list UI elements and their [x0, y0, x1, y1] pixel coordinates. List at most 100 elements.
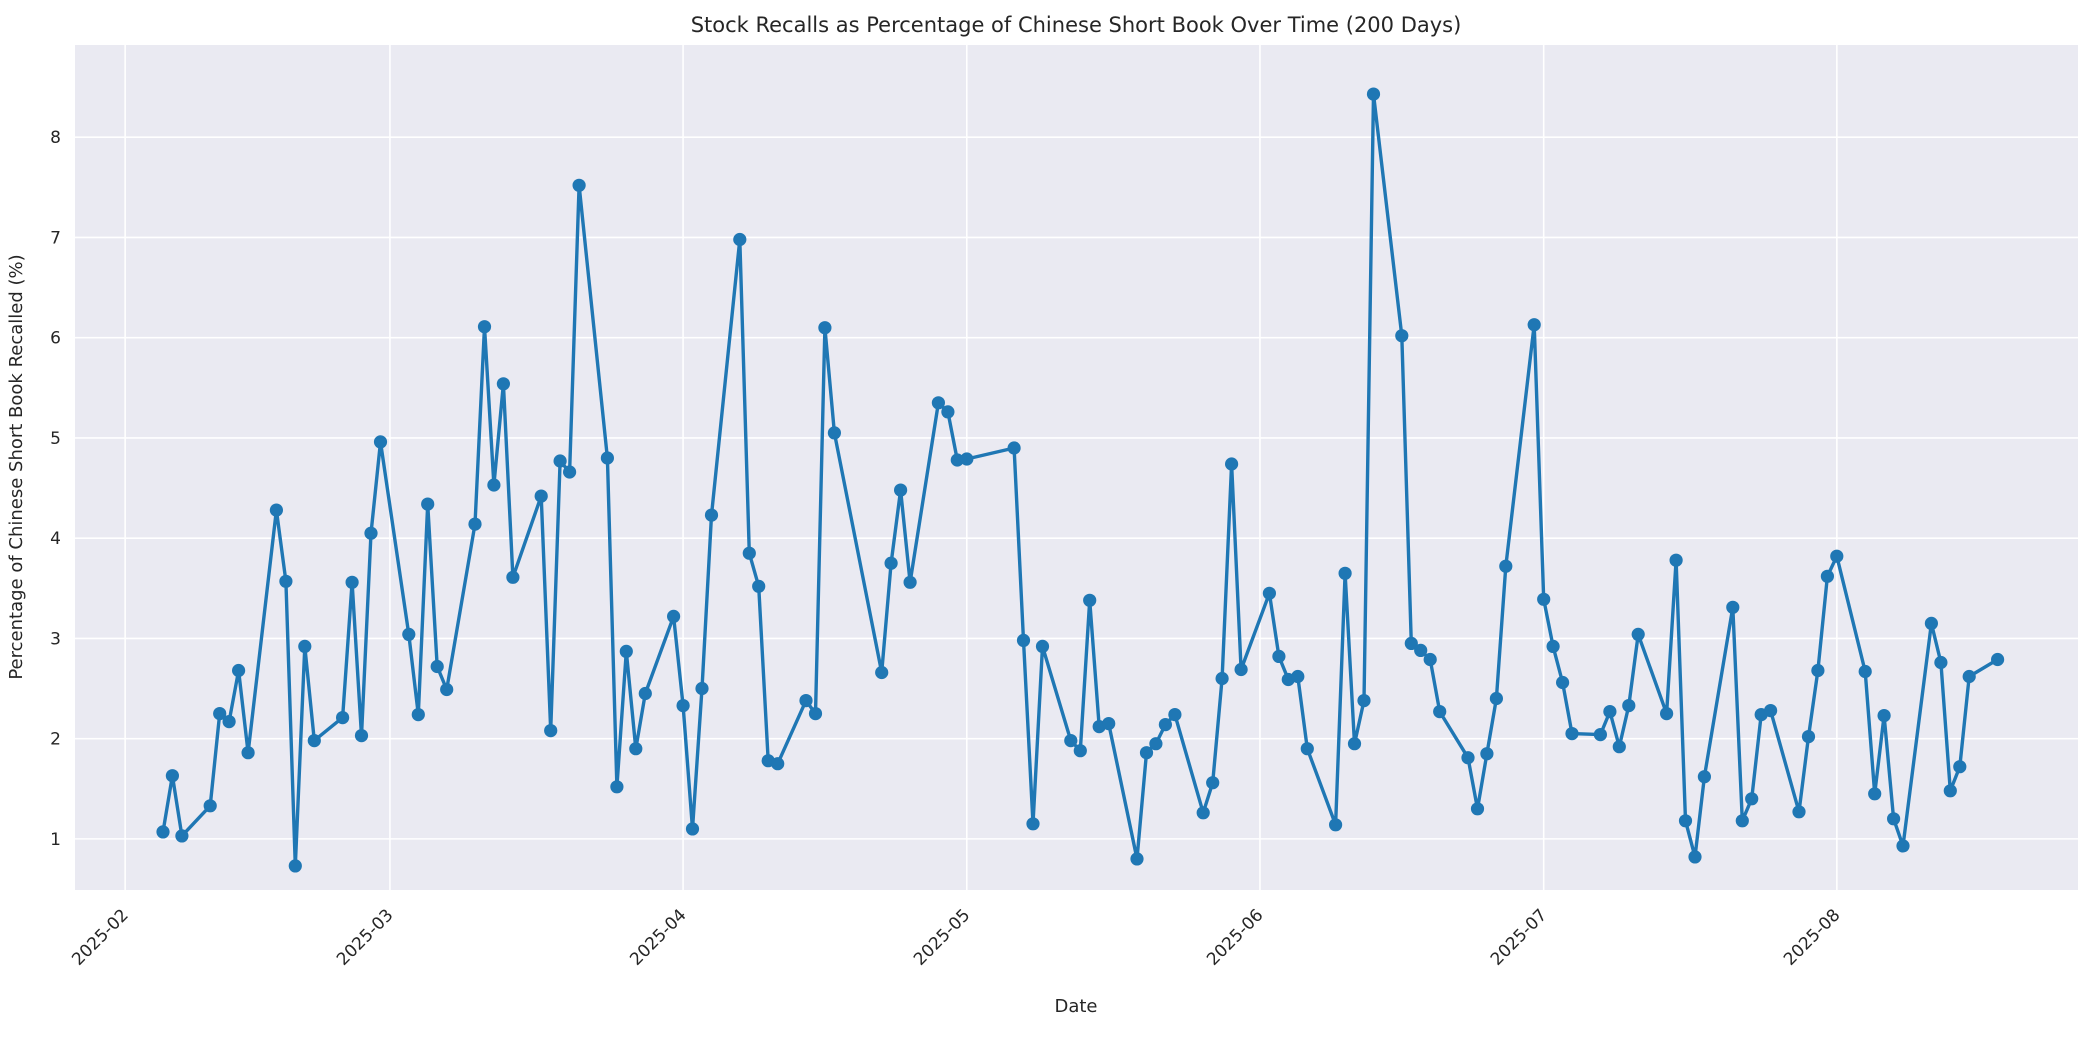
data-point-marker: [534, 489, 548, 503]
data-point-marker: [1830, 549, 1844, 563]
data-point-marker: [1300, 742, 1314, 756]
data-point-marker: [1792, 805, 1806, 819]
data-point-marker: [1688, 850, 1702, 864]
data-point-marker: [1357, 694, 1371, 708]
data-point-marker: [742, 546, 756, 560]
data-point-marker: [345, 575, 359, 589]
x-tick-label: 2025-03: [333, 905, 397, 969]
chart-title: Stock Recalls as Percentage of Chinese S…: [691, 13, 1462, 37]
data-point-marker: [553, 454, 567, 468]
data-point-marker: [364, 526, 378, 540]
data-point-marker: [1423, 652, 1437, 667]
data-point-marker: [638, 686, 652, 701]
data-point-marker: [1026, 817, 1040, 831]
data-point-marker: [1565, 727, 1579, 741]
data-point-marker: [279, 574, 293, 588]
data-point-marker: [808, 707, 823, 721]
data-point-marker: [931, 396, 946, 410]
data-point-marker: [1820, 569, 1834, 583]
data-point-marker: [1622, 699, 1636, 713]
data-point-marker: [1064, 734, 1078, 748]
data-point-marker: [477, 320, 492, 334]
data-point-marker: [1953, 760, 1967, 774]
data-point-marker: [1083, 593, 1097, 607]
data-point-marker: [1395, 329, 1409, 343]
data-point-marker: [875, 665, 889, 680]
data-point-marker: [175, 829, 189, 843]
y-axis-tick-labels: 1 2 3 4 5 6 7 8: [50, 128, 61, 850]
data-point-marker: [1697, 770, 1711, 784]
data-point-marker: [1735, 814, 1749, 828]
data-point-marker: [1073, 744, 1087, 758]
data-point-marker: [1887, 812, 1901, 826]
data-point-marker: [629, 742, 643, 756]
data-point-marker: [232, 663, 246, 678]
data-point-marker: [1631, 627, 1645, 642]
plot-area: [75, 45, 2078, 890]
x-axis-label: Date: [1054, 996, 1097, 1017]
data-point-marker: [1347, 737, 1362, 751]
data-point-marker: [1556, 675, 1570, 690]
data-point-marker: [610, 780, 624, 794]
data-point-marker: [1669, 553, 1683, 567]
data-point-marker: [1877, 709, 1891, 723]
y-tick-label: 4: [50, 529, 61, 549]
data-point-marker: [1470, 802, 1485, 816]
data-point-marker: [1924, 616, 1938, 631]
y-tick-label: 8: [50, 128, 61, 148]
data-series: [156, 87, 2005, 873]
data-point-marker: [1016, 633, 1031, 648]
data-point-marker: [487, 478, 501, 492]
data-point-marker: [771, 757, 785, 771]
data-point-marker: [336, 711, 350, 725]
data-point-marker: [373, 435, 388, 449]
data-point-marker: [894, 483, 908, 497]
data-point-marker: [1764, 704, 1778, 718]
data-point-marker: [269, 503, 283, 517]
data-point-marker: [298, 639, 312, 654]
data-point-marker: [685, 822, 700, 836]
x-tick-label: 2025-08: [1780, 905, 1844, 969]
data-point-marker: [563, 465, 577, 479]
data-point-marker: [1272, 649, 1286, 664]
data-point-marker: [1206, 776, 1220, 790]
data-point-marker: [941, 405, 955, 419]
data-point-marker: [1868, 787, 1882, 801]
data-point-marker: [1726, 600, 1740, 614]
x-tick-label: 2025-04: [626, 905, 690, 969]
data-point-marker: [1527, 318, 1541, 332]
data-point-marker: [468, 517, 482, 531]
data-point-marker: [1603, 705, 1617, 719]
data-point-marker: [1234, 662, 1248, 677]
data-point-marker: [667, 609, 681, 624]
data-point-marker: [430, 659, 444, 674]
data-point-marker: [1158, 718, 1172, 732]
data-point-marker: [1678, 814, 1693, 828]
x-tick-label: 2025-06: [1203, 905, 1267, 969]
data-point-marker: [1943, 784, 1957, 798]
y-tick-label: 5: [50, 429, 61, 449]
data-point-marker: [440, 682, 454, 697]
x-tick-label: 2025-07: [1487, 905, 1551, 969]
data-point-marker: [411, 708, 425, 722]
data-point-marker: [1546, 639, 1560, 654]
data-point-marker: [213, 707, 227, 721]
data-point-marker: [307, 734, 321, 748]
data-point-marker: [506, 570, 520, 584]
data-point-marker: [421, 497, 435, 511]
data-point-marker: [354, 729, 369, 743]
data-point-marker: [1168, 708, 1182, 722]
data-point-marker: [1461, 751, 1475, 765]
data-point-marker: [818, 321, 832, 335]
y-tick-label: 7: [50, 228, 61, 248]
data-point-marker: [1130, 852, 1144, 866]
data-point-marker: [1934, 655, 1948, 670]
data-point-marker: [1896, 839, 1910, 853]
data-point-marker: [1612, 740, 1626, 754]
data-point-marker: [288, 859, 302, 873]
data-point-marker: [1801, 730, 1816, 744]
data-point-marker: [1962, 669, 1976, 684]
x-axis-tick-labels: 2025-02 2025-03 2025-04 2025-05 2025-06 2025-…: [68, 905, 1844, 969]
data-point-marker: [1991, 652, 2005, 667]
data-point-marker: [960, 452, 974, 466]
